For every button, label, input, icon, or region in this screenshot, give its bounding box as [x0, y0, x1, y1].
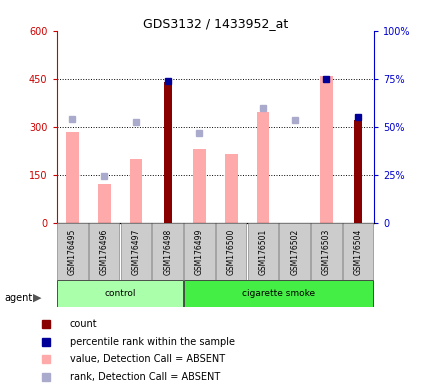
Bar [184, 223, 214, 280]
Bar [120, 223, 151, 280]
Bar [66, 131, 79, 223]
Text: cigarette smoke: cigarette smoke [242, 289, 315, 298]
Text: GSM176498: GSM176498 [163, 228, 172, 275]
Bar [152, 223, 183, 280]
Title: GDS3132 / 1433952_at: GDS3132 / 1433952_at [142, 17, 287, 30]
Text: GSM176495: GSM176495 [68, 228, 77, 275]
Bar [89, 223, 119, 280]
Bar [215, 223, 246, 280]
Bar [57, 280, 183, 307]
Text: rank, Detection Call = ABSENT: rank, Detection Call = ABSENT [69, 372, 220, 382]
Bar [279, 223, 309, 280]
Text: GSM176497: GSM176497 [131, 228, 140, 275]
Bar [163, 82, 171, 223]
Text: percentile rank within the sample: percentile rank within the sample [69, 337, 234, 347]
Text: GSM176502: GSM176502 [289, 228, 299, 275]
Bar [184, 280, 373, 307]
Bar [57, 223, 88, 280]
Bar [247, 223, 278, 280]
Bar [342, 223, 373, 280]
Text: value, Detection Call = ABSENT: value, Detection Call = ABSENT [69, 354, 224, 364]
Text: GSM176499: GSM176499 [194, 228, 204, 275]
Text: agent: agent [4, 293, 33, 303]
Text: ▶: ▶ [33, 293, 41, 303]
Text: GSM176500: GSM176500 [226, 228, 235, 275]
Text: GSM176503: GSM176503 [321, 228, 330, 275]
Text: GSM176501: GSM176501 [258, 228, 267, 275]
Text: GSM176504: GSM176504 [353, 228, 362, 275]
Bar [129, 159, 142, 223]
Bar [98, 184, 110, 223]
Bar [310, 223, 341, 280]
Bar [256, 113, 269, 223]
Bar [224, 154, 237, 223]
Bar [319, 76, 332, 223]
Text: count: count [69, 319, 97, 329]
Bar [193, 149, 205, 223]
Text: control: control [104, 289, 135, 298]
Bar [353, 120, 362, 223]
Text: GSM176496: GSM176496 [99, 228, 108, 275]
